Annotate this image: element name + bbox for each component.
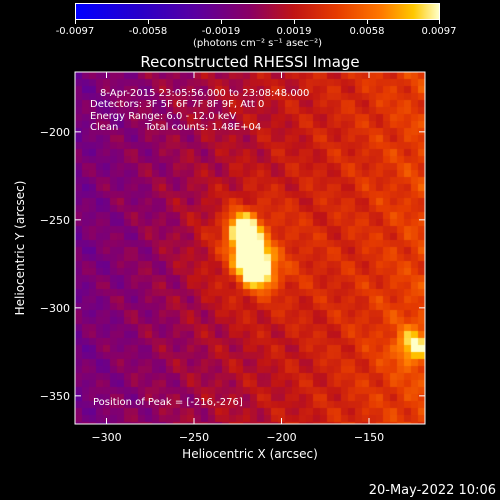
x-tick-label: −300 — [91, 431, 121, 444]
colorbar — [75, 3, 440, 20]
chart-title: Reconstructed RHESSI Image — [140, 53, 360, 71]
colorbar-tick-label: -0.0019 — [201, 26, 241, 37]
x-axis-title: Heliocentric X (arcsec) — [182, 447, 318, 461]
colorbar-tick-mark — [221, 20, 222, 24]
colorbar-tick-label: 0.0019 — [276, 26, 312, 37]
y-axis-ticks: −200 −250 −300 −350 — [40, 126, 425, 403]
x-tick-label: −200 — [266, 431, 296, 444]
x-tick-label: −150 — [354, 431, 384, 444]
peak-position-label: Position of Peak = [-216,-276] — [93, 397, 243, 408]
colorbar-tick-mark — [294, 20, 295, 24]
colorbar-tick-label: 0.0058 — [349, 26, 385, 37]
colorbar-tick-mark — [367, 20, 368, 24]
plot-frame — [74, 71, 426, 425]
info-detectors: Detectors: 3F 5F 6F 7F 8F 9F, Att 0 — [90, 99, 265, 110]
x-tick-label: −250 — [179, 431, 209, 444]
colorbar-tick-label: 0.0097 — [421, 26, 457, 37]
heatmap-image — [75, 72, 425, 424]
info-energy-range: Energy Range: 6.0 - 12.0 keV — [90, 111, 237, 122]
y-tick-label: −200 — [40, 126, 70, 139]
x-axis-ticks: −300 −250 −200 −150 — [91, 72, 384, 444]
info-total-counts: Total counts: 1.48E+04 — [145, 122, 262, 133]
y-tick-label: −300 — [40, 302, 70, 315]
colorbar-tick-label: -0.0058 — [128, 26, 168, 37]
info-algorithm: Clean — [90, 122, 119, 133]
colorbar-tick-mark — [148, 20, 149, 24]
colorbar-units: (photons cm⁻² s⁻¹ asec⁻²) — [192, 38, 323, 49]
y-tick-label: −350 — [40, 390, 70, 403]
footer-date: 20-May-2022 10:06 — [368, 483, 496, 498]
y-axis-title: Heliocentric Y (arcsec) — [13, 181, 27, 316]
colorbar-tick-label: -0.0097 — [55, 26, 95, 37]
info-time-range: 8-Apr-2015 23:05:56.000 to 23:08:48.000 — [100, 88, 310, 99]
colorbar-tick-mark — [439, 20, 440, 24]
colorbar-tick-mark — [75, 20, 76, 24]
y-tick-label: −250 — [40, 214, 70, 227]
